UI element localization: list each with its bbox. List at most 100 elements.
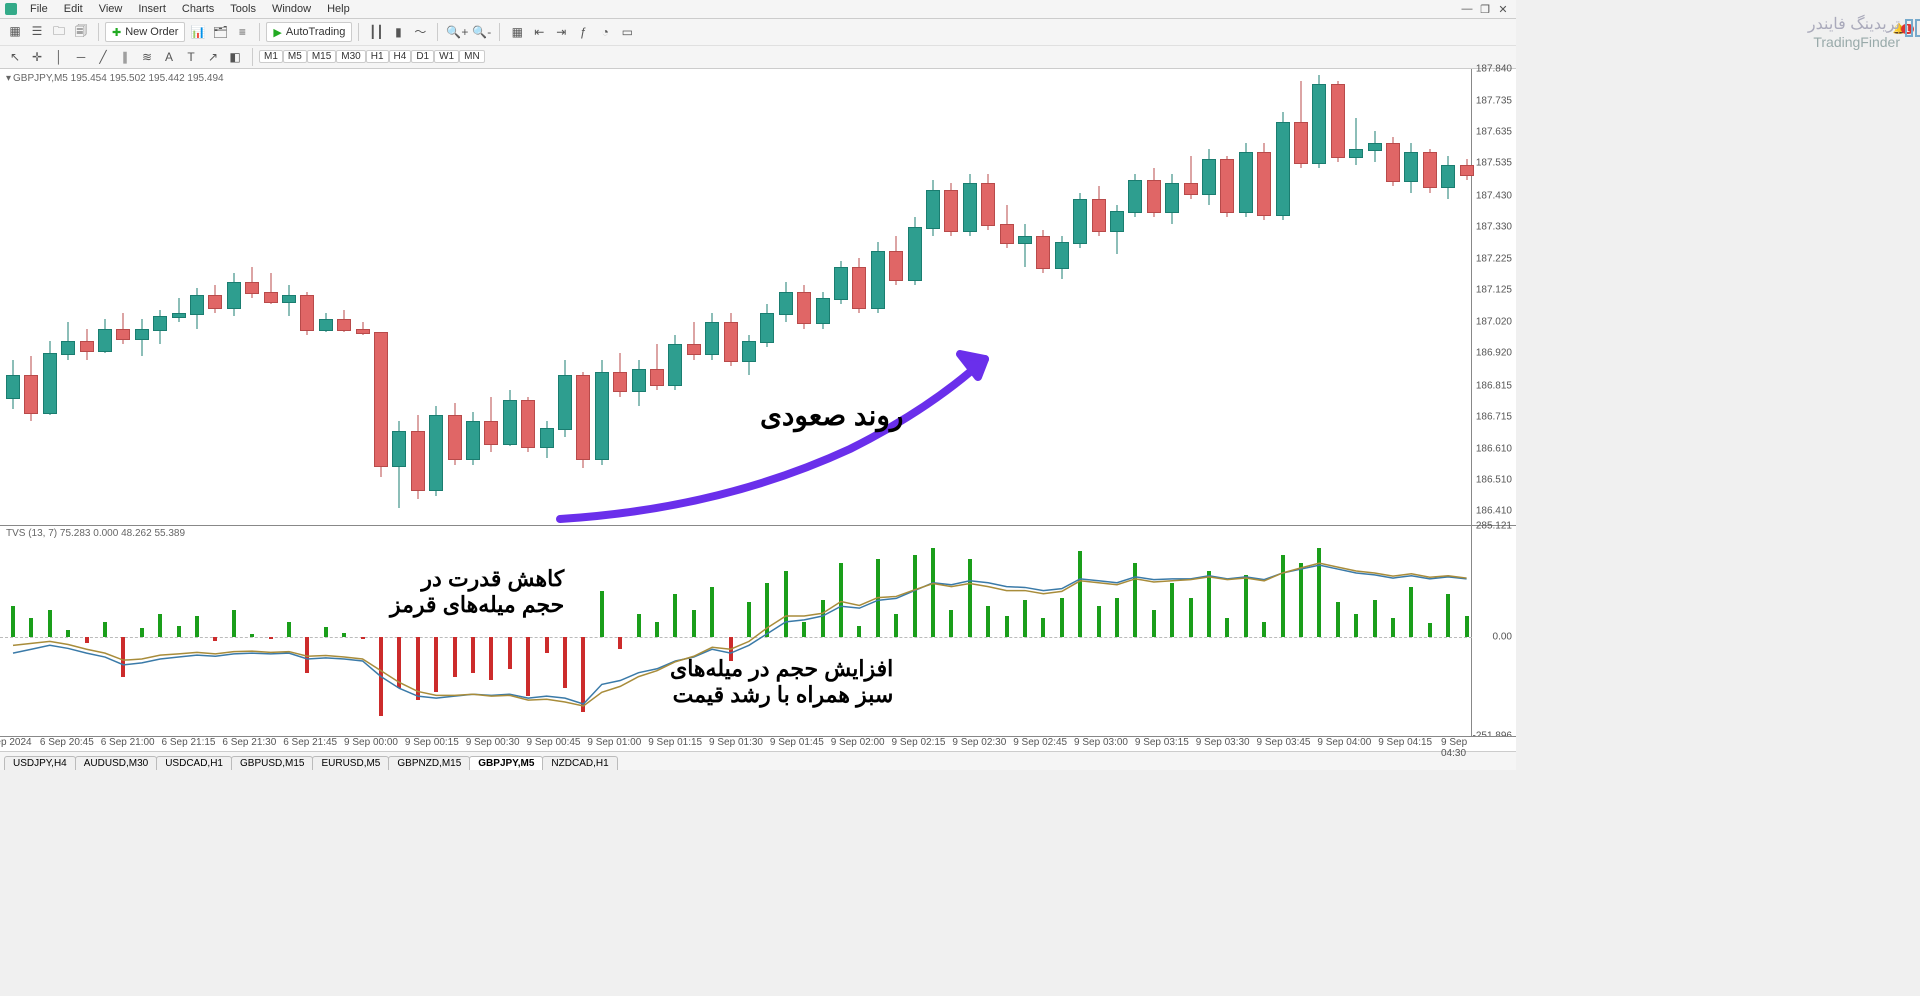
time-tick: 9 Sep 04:15 xyxy=(1378,737,1432,748)
tab-GBPNZD-M15[interactable]: GBPNZD,M15 xyxy=(388,756,470,770)
autotrading-button[interactable]: ▶ AutoTrading xyxy=(266,22,352,42)
menu-edit[interactable]: Edit xyxy=(56,3,91,15)
tab-GBPUSD-M15[interactable]: GBPUSD,M15 xyxy=(231,756,313,770)
chart-toggle1-icon[interactable]: 📊 xyxy=(187,22,209,42)
menu-tools[interactable]: Tools xyxy=(222,3,264,15)
indicator-bar xyxy=(1097,606,1101,637)
arrow-icon[interactable]: ↗ xyxy=(202,47,224,67)
indicator-bar xyxy=(1446,594,1450,637)
shapes-icon[interactable]: ◧ xyxy=(224,47,246,67)
menu-view[interactable]: View xyxy=(91,3,131,15)
main-toolbar: ▦☰🗀🗐 ✚ New Order 📊🗂≡ ▶ AutoTrading ┃┃▮～ … xyxy=(0,19,1516,46)
indicator-bar xyxy=(839,563,843,637)
zoom-out-icon[interactable]: 🔍- xyxy=(470,22,493,42)
timeframe-M5[interactable]: M5 xyxy=(283,50,307,63)
folder-icon[interactable]: 🗀 xyxy=(48,23,70,43)
trend-icon[interactable]: ╱ xyxy=(92,47,114,67)
indicator-bar xyxy=(66,630,70,638)
menu-help[interactable]: Help xyxy=(319,3,358,15)
indicator-bar xyxy=(747,602,751,637)
indicator-bar xyxy=(177,626,181,638)
time-tick: 9 Sep 00:30 xyxy=(466,737,520,748)
window-close[interactable]: ✕ xyxy=(1494,3,1512,16)
indicator-bar xyxy=(1317,548,1321,638)
hline-icon[interactable]: ─ xyxy=(70,47,92,67)
profile-icon[interactable]: ☰ xyxy=(26,21,48,41)
line-icon[interactable]: ～ xyxy=(409,22,431,42)
shift-l-icon[interactable]: ⇤ xyxy=(528,22,550,42)
indicator-annotation-green: افزایش حجم در میله‌هایسبز همراه با رشد ق… xyxy=(670,656,893,709)
price-tick: 187.535 xyxy=(1476,158,1512,169)
window-maximize[interactable]: ❐ xyxy=(1476,3,1494,16)
timeframe-MN[interactable]: MN xyxy=(459,50,485,63)
tab-USDJPY-H4[interactable]: USDJPY,H4 xyxy=(4,756,76,770)
candles-icon[interactable]: ▮ xyxy=(387,22,409,42)
notification-bell[interactable]: 🔔1 xyxy=(1893,24,1914,35)
price-tick: 186.610 xyxy=(1476,444,1512,455)
window-minimize[interactable]: — xyxy=(1458,3,1476,15)
list-icon[interactable]: ≡ xyxy=(231,22,253,42)
timeframe-M30[interactable]: M30 xyxy=(336,50,365,63)
timeframe-H4[interactable]: H4 xyxy=(389,50,412,63)
menu-file[interactable]: File xyxy=(22,3,56,15)
indicator-bar xyxy=(545,637,549,653)
indicator-bar xyxy=(784,571,788,637)
tab-AUDUSD-M30[interactable]: AUDUSD,M30 xyxy=(75,756,157,770)
text-icon[interactable]: T xyxy=(180,47,202,67)
grid-icon[interactable]: ▦ xyxy=(506,22,528,42)
indicator-bar xyxy=(821,600,825,637)
indicator-bar xyxy=(655,622,659,638)
vline-icon[interactable]: │ xyxy=(48,47,70,67)
channel-icon[interactable]: ∥ xyxy=(114,47,136,67)
indicator-bar xyxy=(1005,616,1009,638)
price-tick: 187.840 xyxy=(1476,64,1512,75)
indicator-bar xyxy=(1225,618,1229,638)
tab-GBPJPY-M5[interactable]: GBPJPY,M5 xyxy=(469,756,543,770)
menu-insert[interactable]: Insert xyxy=(130,3,174,15)
time-axis: 6 Sep 20246 Sep 20:456 Sep 21:006 Sep 21… xyxy=(0,736,1516,751)
chart-toggle2-icon[interactable]: 🗂 xyxy=(209,22,231,42)
crosshair-icon[interactable]: ✛ xyxy=(26,47,48,67)
indicator-bar xyxy=(269,637,273,639)
brand-english: TradingFinder xyxy=(1808,34,1900,50)
data-icon[interactable]: 🗐 xyxy=(70,23,92,43)
template-icon[interactable]: ▭ xyxy=(616,22,638,42)
time-tick: 9 Sep 02:30 xyxy=(952,737,1006,748)
price-scale[interactable]: 187.840187.735187.635187.535187.430187.3… xyxy=(1471,69,1516,525)
tab-NZDCAD-H1[interactable]: NZDCAD,H1 xyxy=(542,756,617,770)
app-icon xyxy=(4,2,18,16)
indicator-icon[interactable]: ƒ xyxy=(572,22,594,42)
timeframe-H1[interactable]: H1 xyxy=(366,50,389,63)
indicator-bar xyxy=(710,587,714,638)
indicator-bar xyxy=(1189,598,1193,637)
tab-EURUSD-M5[interactable]: EURUSD,M5 xyxy=(312,756,389,770)
bars-icon[interactable]: ┃┃ xyxy=(365,22,387,42)
indicator-scale[interactable]: 285.1210.00-251.896 xyxy=(1471,526,1516,736)
price-tick: 187.330 xyxy=(1476,221,1512,232)
menu-window[interactable]: Window xyxy=(264,3,319,15)
timeframe-W1[interactable]: W1 xyxy=(434,50,459,63)
timeframe-M1[interactable]: M1 xyxy=(259,50,283,63)
timeframe-M15[interactable]: M15 xyxy=(307,50,336,63)
tab-USDCAD-H1[interactable]: USDCAD,H1 xyxy=(156,756,232,770)
indicator-bar xyxy=(1207,571,1211,637)
indicator-bar xyxy=(1152,610,1156,637)
indicator-bar xyxy=(471,637,475,672)
period-icon[interactable]: ◔ xyxy=(594,22,616,42)
doc-icon[interactable]: ▦ xyxy=(4,21,26,41)
indicator-bar xyxy=(1262,622,1266,638)
price-tick: 187.020 xyxy=(1476,317,1512,328)
text-label-icon[interactable]: A xyxy=(158,47,180,67)
indicator-bar xyxy=(1391,618,1395,638)
indicator-panel[interactable]: TVS (13, 7) 75.283 0.000 48.262 55.389 2… xyxy=(0,525,1516,736)
new-order-button[interactable]: ✚ New Order xyxy=(105,22,185,42)
timeframe-D1[interactable]: D1 xyxy=(411,50,434,63)
shift-r-icon[interactable]: ⇥ xyxy=(550,22,572,42)
menu-charts[interactable]: Charts xyxy=(174,3,222,15)
indicator-annotation-red: کاهش قدرت درحجم میله‌های قرمز xyxy=(390,566,564,619)
zoom-in-icon[interactable]: 🔍+ xyxy=(444,22,470,42)
cursor-icon[interactable]: ↖ xyxy=(4,47,26,67)
indicator-bar xyxy=(140,628,144,638)
price-chart[interactable]: ▾GBPJPY,M5 195.454 195.502 195.442 195.4… xyxy=(0,69,1516,525)
fib-icon[interactable]: ≋ xyxy=(136,47,158,67)
